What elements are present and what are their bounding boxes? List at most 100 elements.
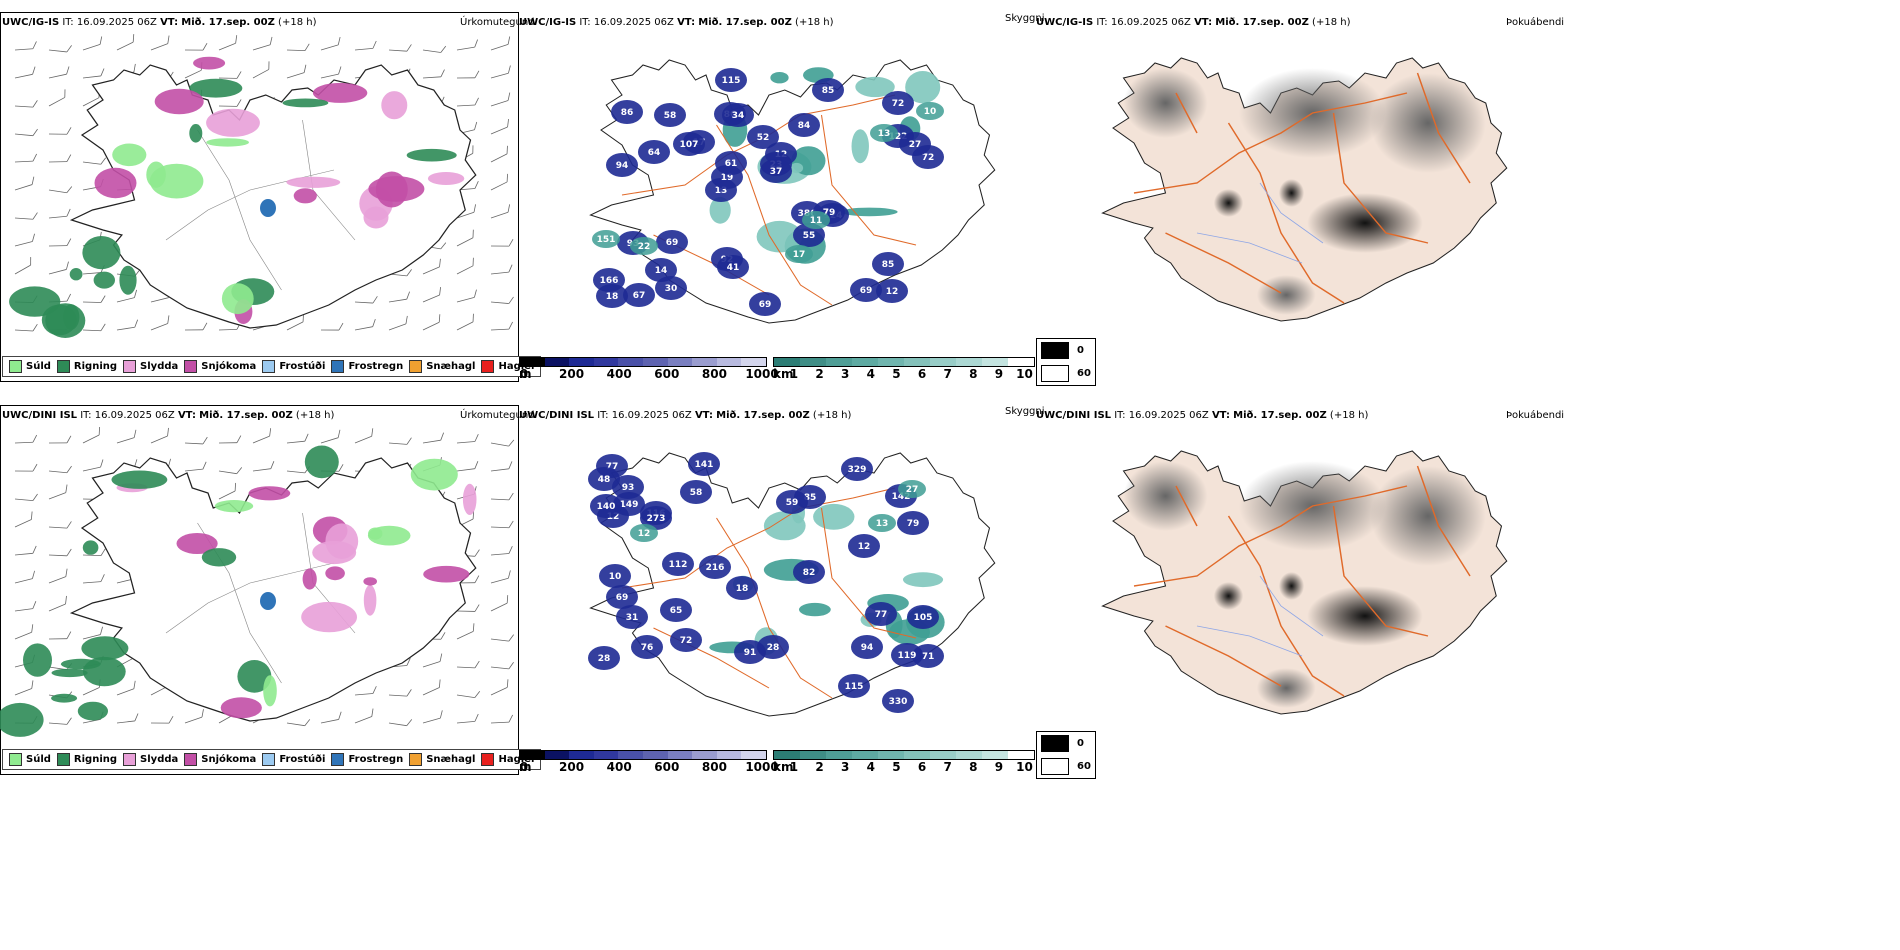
ceiling-value: 28	[598, 654, 611, 664]
wind-barb	[218, 99, 242, 107]
ceiling-value: 55	[803, 231, 816, 241]
ceiling-cell: 107	[673, 132, 705, 156]
precip-map	[0, 426, 515, 737]
ceiling-value: 84	[798, 121, 811, 131]
wind-barb	[456, 690, 481, 698]
wind-barb	[14, 511, 33, 528]
vis-tick: 10	[1016, 367, 1033, 381]
wind-barb	[48, 631, 72, 640]
wind-barb	[48, 89, 66, 107]
ceiling-cell: 10	[599, 564, 631, 588]
ceiling-cell: 76	[631, 635, 663, 659]
ceiling-cell: 85	[812, 78, 844, 102]
wind-barb	[286, 433, 309, 444]
ceiling-map: 9310822885777271141116919469216775848115…	[588, 452, 996, 717]
wind-barb	[388, 719, 413, 727]
wind-barb	[490, 145, 508, 163]
precip-area	[149, 163, 204, 199]
vis-tick: 7	[943, 760, 952, 774]
legend-item: Snæhagl	[409, 753, 475, 766]
ceiling-value: 69	[666, 238, 679, 248]
precip-area	[214, 500, 254, 513]
ceiling-cell: 61	[715, 151, 747, 175]
ceiling-cell: 115	[838, 674, 870, 698]
ceiling-cell: 18	[726, 576, 758, 600]
precip-area	[325, 566, 345, 581]
ceiling-value: 31	[626, 613, 639, 623]
ceiling-value: 13	[715, 186, 728, 196]
wind-barb	[490, 204, 511, 219]
wind-barb	[48, 66, 70, 79]
ceiling-cell: 52	[747, 125, 779, 149]
ceiling-cell: 41	[717, 255, 749, 279]
wind-barb	[48, 548, 72, 557]
legend-item: Snjókoma	[184, 753, 256, 766]
wind-barb	[490, 461, 513, 472]
precip-area	[282, 98, 329, 108]
precip-area	[237, 660, 272, 693]
precip-area	[905, 71, 941, 104]
ceiling-value: 52	[757, 133, 770, 143]
ceiling-cell: 67	[623, 283, 655, 307]
wind-barb	[14, 680, 34, 696]
panel-title: Úrkomutegund	[460, 410, 535, 421]
fog-area	[1213, 582, 1244, 610]
vis-cell: 12	[630, 524, 658, 542]
wind-barb	[286, 64, 307, 79]
wind-barb	[116, 680, 136, 696]
ceiling-cell: 94	[606, 153, 638, 177]
ceiling-cell: 34	[722, 103, 754, 127]
ceiling-value: 65	[670, 606, 683, 616]
ceiling-value: 12	[607, 512, 620, 522]
ceiling-unit: m	[519, 367, 532, 381]
ceiling-cell: 18	[596, 284, 628, 308]
ceiling-value: 142	[892, 492, 911, 502]
precip-area	[206, 108, 260, 137]
vis-cell: 27	[898, 480, 926, 498]
precip-area	[263, 675, 277, 707]
panel-title: Úrkomutegund	[460, 17, 535, 28]
wind-barb	[456, 70, 480, 79]
wind-barb	[252, 461, 275, 472]
precip-area	[77, 701, 108, 721]
wind-barb	[388, 291, 411, 303]
wind-barb	[422, 710, 443, 724]
precip-area	[119, 265, 137, 295]
vis-cell: 22	[630, 237, 658, 255]
ceiling-cell: 69	[749, 292, 781, 316]
wind-barb	[14, 324, 38, 332]
precip-area	[799, 602, 831, 617]
precip-area	[9, 286, 61, 317]
precip-area	[0, 702, 44, 737]
ceiling-cell: 84	[788, 113, 820, 137]
ceiling-value: 61	[725, 159, 738, 169]
vis-colorbar: 1 2 3 4 5 6 7 8 9 10 km	[773, 750, 1035, 774]
vis-value: 22	[638, 242, 651, 252]
wind-barb	[48, 595, 67, 612]
ceiling-value: 329	[848, 465, 867, 475]
fog-legend-high: 0	[1077, 345, 1084, 356]
precip-area	[301, 601, 357, 633]
ceiling-cell: 105	[907, 605, 939, 629]
vis-value: 27	[906, 485, 919, 495]
wind-barb	[490, 634, 514, 642]
vis-tick: 1	[789, 760, 799, 774]
ceiling-value: 69	[759, 300, 772, 310]
legend-label: Slydda	[140, 361, 179, 372]
precip-area	[423, 565, 470, 583]
vis-colorbar: 1 2 3 4 5 6 7 8 9 10 km	[773, 357, 1035, 381]
ceiling-cell: 48	[588, 467, 620, 491]
ceiling-value: 115	[845, 682, 864, 692]
rivers	[1196, 182, 1324, 264]
precip-area	[248, 486, 291, 501]
precip-map	[9, 34, 514, 338]
vis-cell: 10	[916, 102, 944, 120]
legend-label: Súld	[26, 361, 51, 372]
vis-tick: 10	[1016, 760, 1033, 774]
precip-area	[709, 196, 731, 224]
ceiling-cell: 85	[872, 252, 904, 276]
wind-barb	[14, 493, 38, 502]
legend-swatch	[184, 753, 198, 766]
wind-barb	[14, 624, 34, 640]
wind-barb	[490, 679, 509, 696]
